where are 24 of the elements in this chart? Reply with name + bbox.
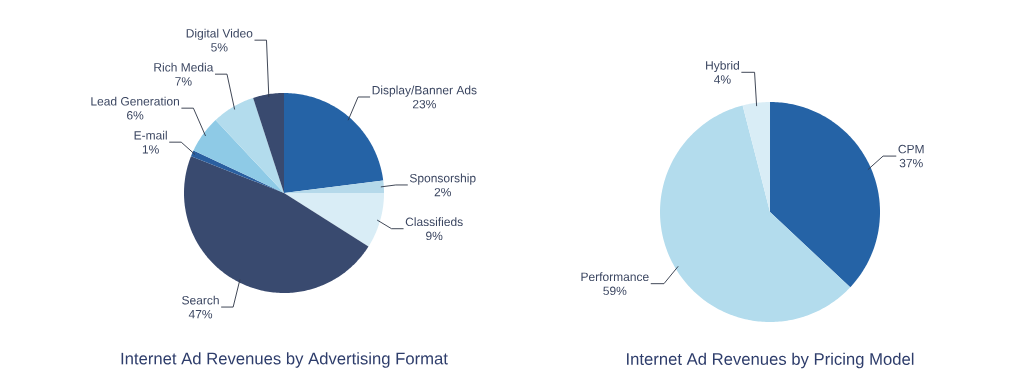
slice-label: Performance — [581, 272, 649, 282]
data-label: 2% — [434, 187, 451, 197]
data-label: 7% — [175, 77, 192, 86]
slice-label: Digital Video — [186, 28, 253, 40]
slice-label: Lead Generation — [91, 96, 179, 106]
data-label: 37% — [899, 158, 923, 168]
data-label: 1% — [142, 145, 159, 154]
slice-label: Search — [182, 295, 219, 305]
text: Internet Ad Revenues by Advertising Format — [121, 352, 448, 368]
data-label: 9% — [426, 231, 443, 241]
data-label: 47% — [188, 310, 213, 319]
slice-label: Hybrid — [706, 60, 739, 73]
slice-label: E-mail — [134, 130, 167, 140]
slice-label: CPM — [898, 144, 924, 154]
text: Internet Ad Revenues by Pricing Model — [627, 352, 914, 369]
data-label: 5% — [211, 43, 228, 52]
data-label: 59% — [603, 286, 627, 296]
data-label: 23% — [412, 99, 436, 109]
slice-label: Classifieds — [405, 217, 463, 227]
data-label: 4% — [714, 75, 731, 84]
data-label: 6% — [127, 111, 144, 120]
slice-label: Display/Banner Ads — [372, 85, 477, 97]
slice-label: Sponsorship — [409, 173, 476, 185]
slice-label: Rich Media — [154, 62, 214, 72]
